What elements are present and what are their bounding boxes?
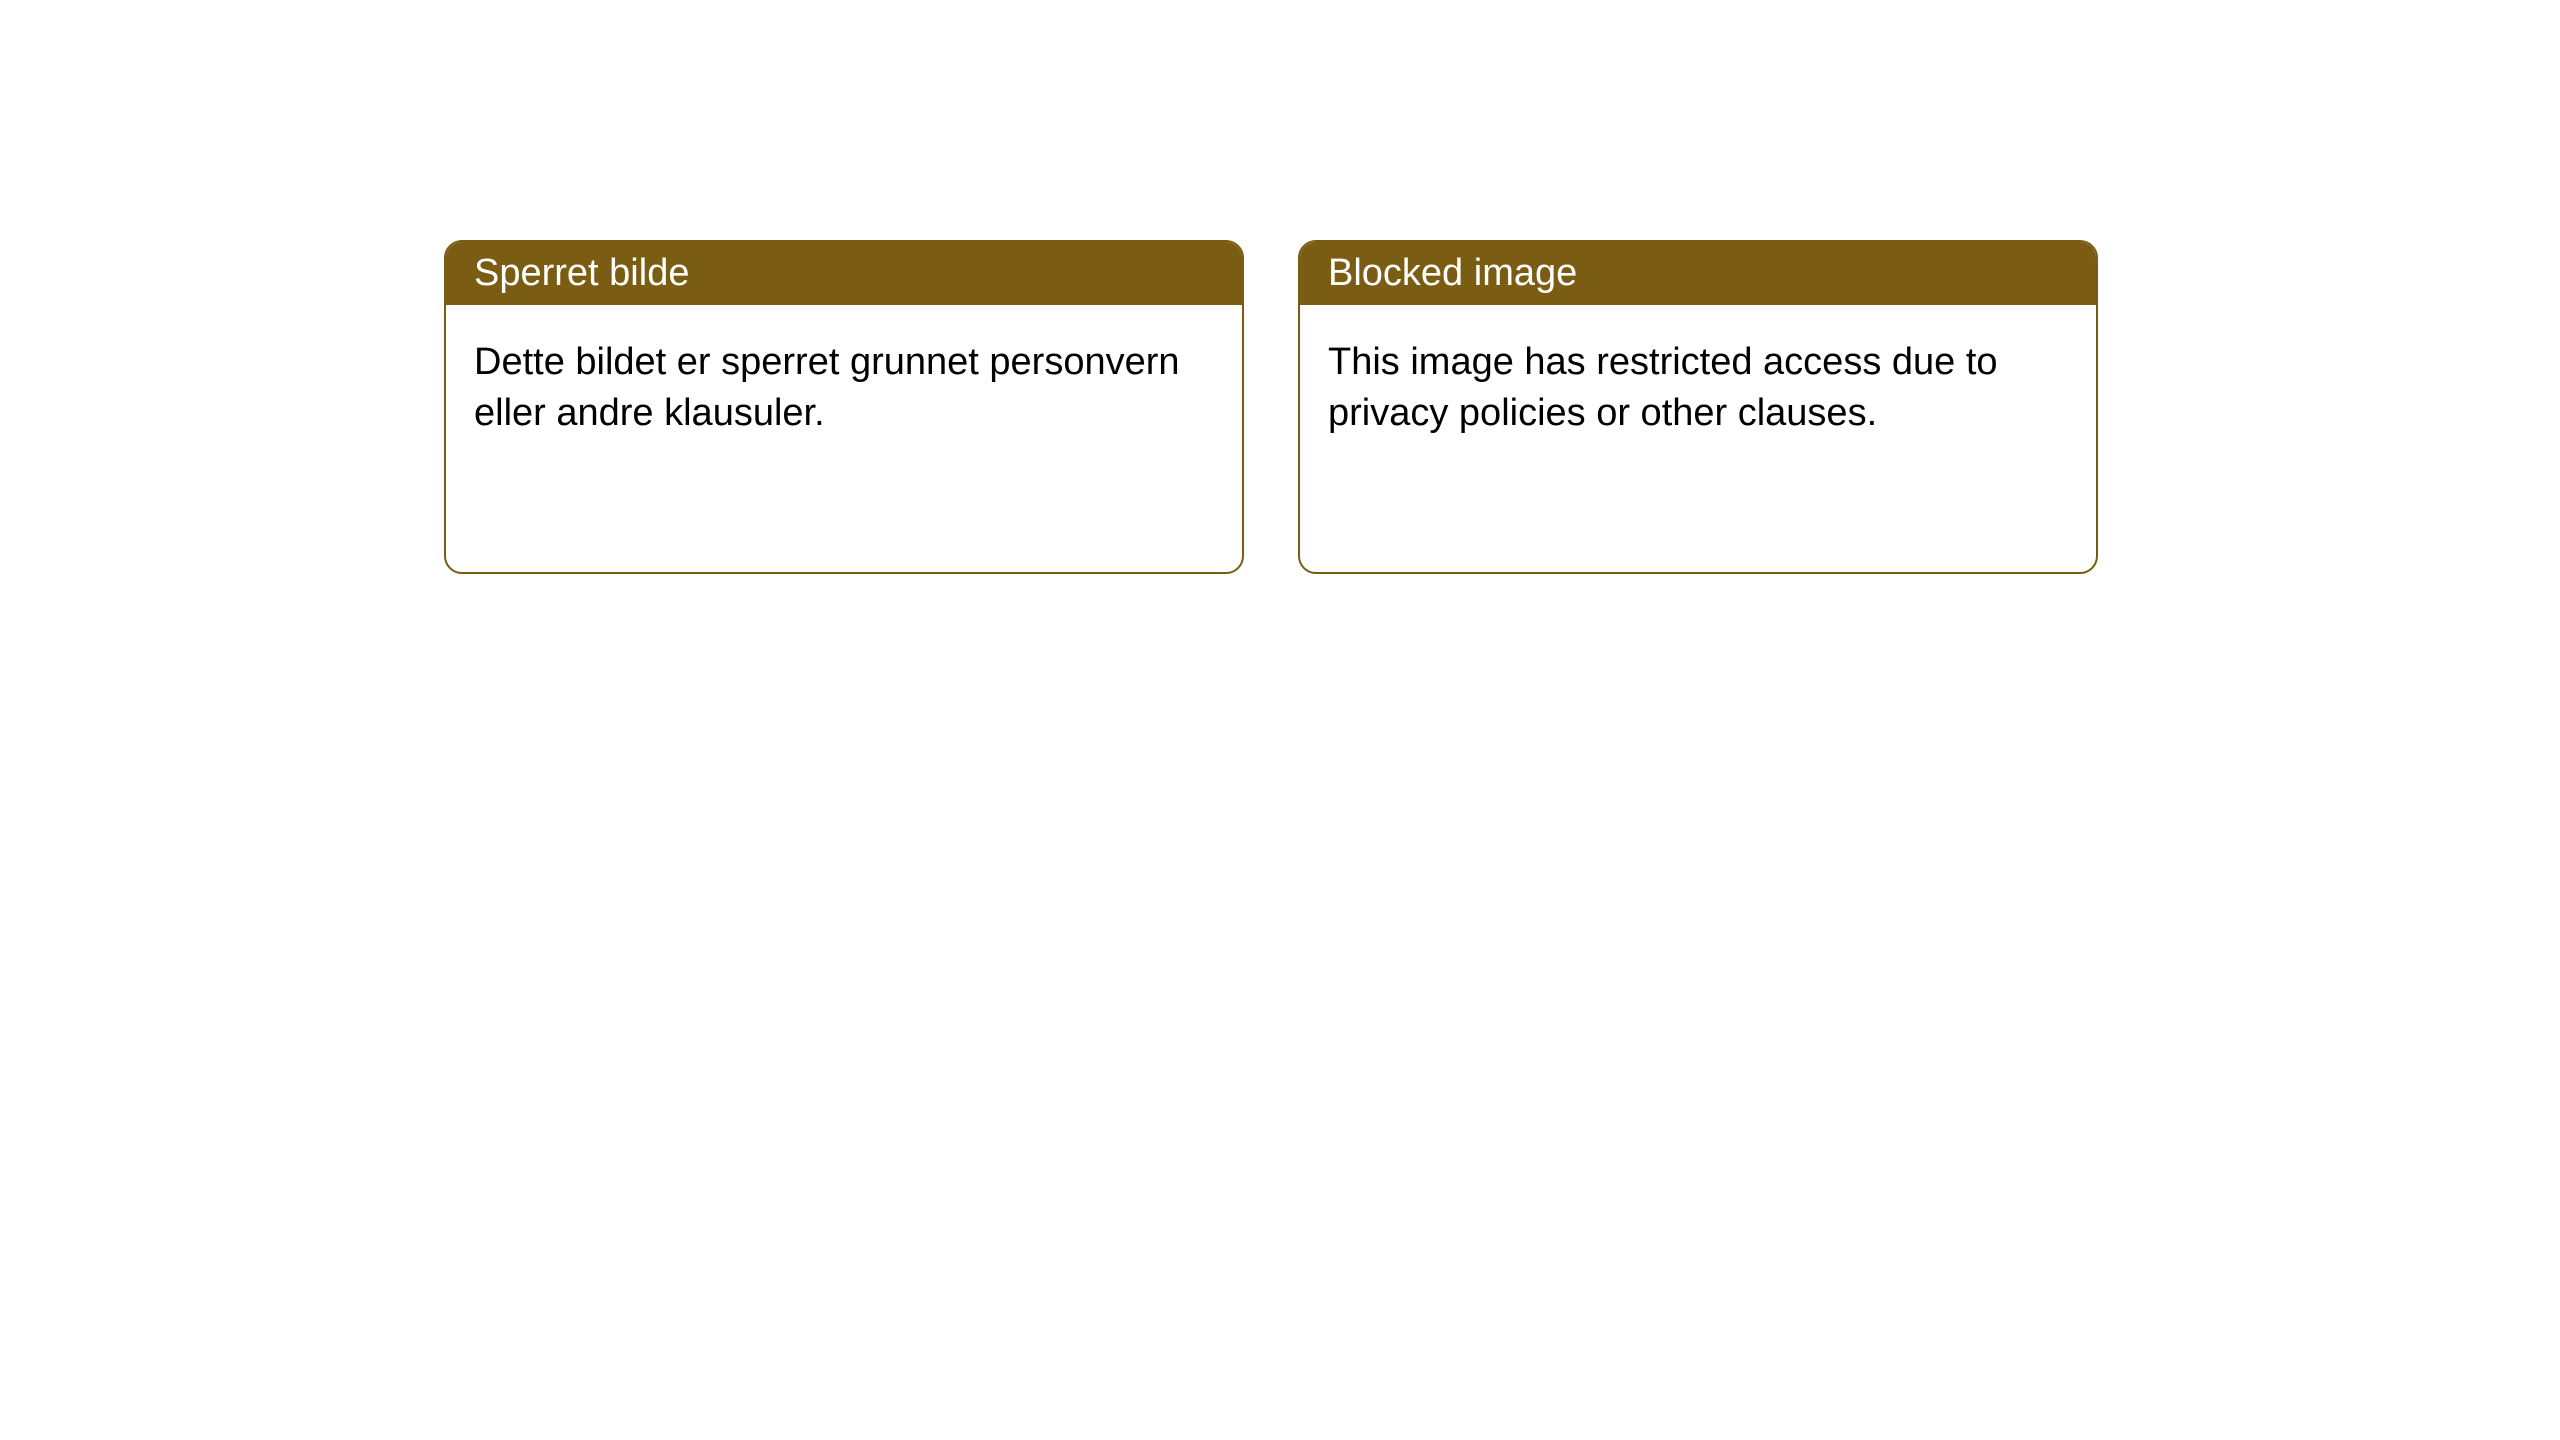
notices-container: Sperret bilde Dette bildet er sperret gr… — [0, 0, 2560, 574]
notice-title: Blocked image — [1328, 252, 1577, 294]
notice-header: Sperret bilde — [446, 242, 1242, 305]
notice-card-norwegian: Sperret bilde Dette bildet er sperret gr… — [444, 240, 1244, 574]
notice-text: Dette bildet er sperret grunnet personve… — [474, 341, 1180, 434]
notice-header: Blocked image — [1300, 242, 2096, 305]
notice-text: This image has restricted access due to … — [1328, 341, 1998, 434]
notice-title: Sperret bilde — [474, 252, 689, 294]
notice-body: This image has restricted access due to … — [1300, 305, 2096, 472]
notice-body: Dette bildet er sperret grunnet personve… — [446, 305, 1242, 472]
notice-card-english: Blocked image This image has restricted … — [1298, 240, 2098, 574]
